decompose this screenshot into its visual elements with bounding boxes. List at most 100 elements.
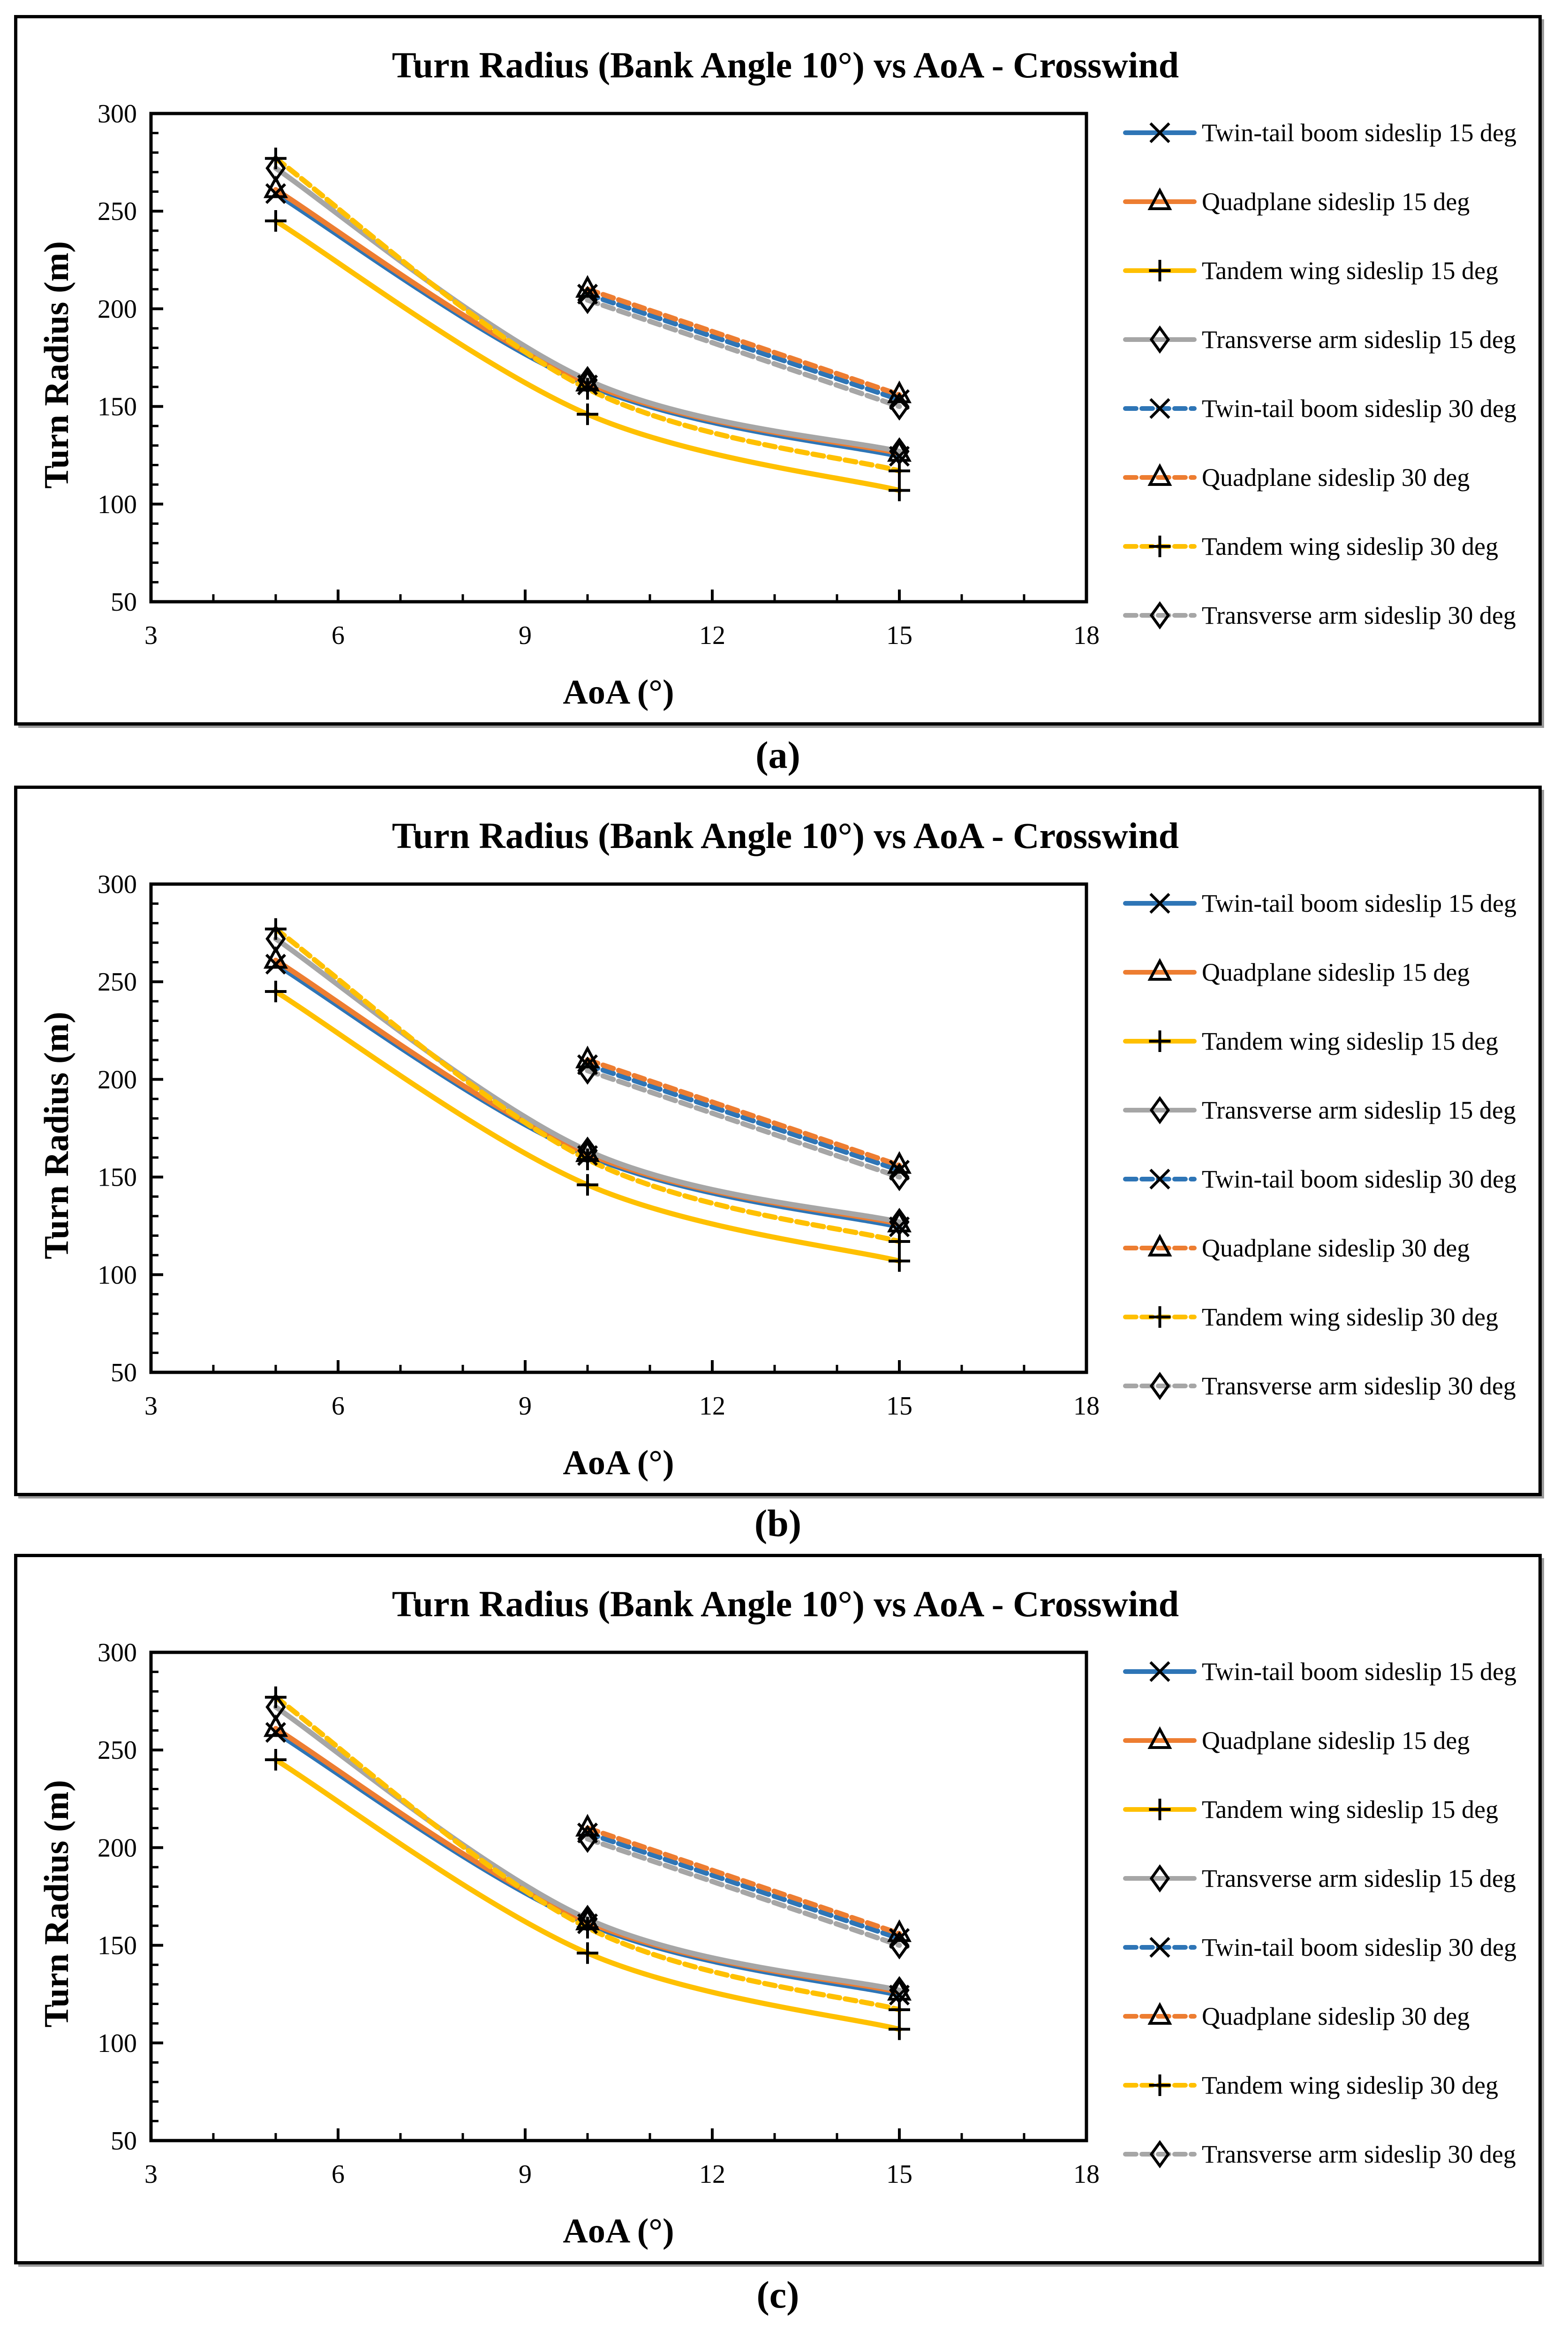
- series-line-2: [273, 989, 902, 1264]
- plus-marker-icon: [889, 460, 910, 482]
- x-marker-icon: [1149, 122, 1170, 144]
- x-axis-title: AoA (°): [563, 2212, 674, 2250]
- y-tick-label: 100: [98, 2029, 137, 2058]
- y-axis-title: Turn Radius (m): [38, 1012, 76, 1259]
- legend-label: Twin-tail boom sideslip 15 deg: [1202, 119, 1516, 147]
- legend-label: Twin-tail boom sideslip 30 deg: [1202, 1165, 1516, 1193]
- diamond-marker-icon: [265, 1693, 286, 1721]
- x-tick-label: 15: [886, 1392, 912, 1421]
- triangle-marker-icon: [263, 1714, 288, 1737]
- y-tick-label: 100: [98, 490, 137, 519]
- plus-marker-icon: [1149, 1030, 1171, 1052]
- x-tick-label: 18: [1073, 1392, 1100, 1421]
- triangle-marker-icon: [1147, 2002, 1172, 2025]
- triangle-marker-icon: [1147, 958, 1172, 981]
- x-marker-icon: [1149, 893, 1170, 914]
- plus-marker-icon: [1149, 1799, 1171, 1820]
- y-tick-label: 50: [111, 1358, 137, 1387]
- legend-label: Tandem wing sideslip 30 deg: [1202, 532, 1498, 560]
- x-tick-label: 3: [144, 2160, 158, 2189]
- x-tick-label: 12: [699, 2160, 725, 2189]
- legend-label: Transverse arm sideslip 15 deg: [1202, 325, 1516, 354]
- legend-label: Twin-tail boom sideslip 30 deg: [1202, 394, 1516, 423]
- x-tick-label: 3: [144, 621, 158, 650]
- plus-marker-icon: [577, 1174, 598, 1196]
- x-marker-icon: [1149, 1168, 1170, 1190]
- plus-marker-icon: [1149, 2074, 1171, 2096]
- y-tick-label: 250: [98, 197, 137, 226]
- x-axis-title: AoA (°): [563, 1444, 674, 1482]
- plus-marker-icon: [265, 1686, 286, 1708]
- legend-label: Quadplane sideslip 30 deg: [1202, 463, 1470, 492]
- plus-marker-icon: [889, 1250, 910, 1272]
- x-tick-label: 9: [519, 2160, 532, 2189]
- panel-border: [14, 15, 1542, 726]
- diamond-marker-icon: [1149, 1864, 1170, 1893]
- y-tick-label: 200: [98, 1065, 137, 1094]
- y-tick-label: 150: [98, 393, 137, 422]
- y-axis-title: Turn Radius (m): [38, 241, 76, 489]
- x-tick-label: 9: [519, 1392, 532, 1421]
- triangle-marker-icon: [887, 1151, 912, 1174]
- legend-label: Tandem wing sideslip 30 deg: [1202, 2071, 1498, 2099]
- plus-marker-icon: [265, 210, 286, 232]
- x-tick-label: 18: [1073, 621, 1100, 650]
- plus-marker-icon: [1149, 1306, 1171, 1328]
- diamond-marker-icon: [1149, 601, 1170, 630]
- x-tick-label: 12: [699, 621, 725, 650]
- diamond-marker-icon: [265, 924, 286, 953]
- triangle-marker-icon: [575, 275, 600, 298]
- x-marker-icon: [1149, 398, 1170, 419]
- plus-marker-icon: [1149, 260, 1171, 281]
- panel-border: [14, 786, 1542, 1496]
- x-tick-label: 6: [332, 2160, 345, 2189]
- diamond-marker-icon: [1149, 1096, 1170, 1125]
- y-tick-label: 300: [98, 99, 137, 129]
- legend-label: Quadplane sideslip 15 deg: [1202, 1726, 1470, 1755]
- series-line-7: [585, 1836, 902, 1948]
- x-tick-label: 18: [1073, 2160, 1100, 2189]
- triangle-marker-icon: [1147, 1726, 1172, 1749]
- legend-label: Quadplane sideslip 30 deg: [1202, 2002, 1470, 2030]
- legend-label: Tandem wing sideslip 30 deg: [1202, 1303, 1498, 1331]
- legend-label: Transverse arm sideslip 30 deg: [1202, 2140, 1516, 2168]
- plus-marker-icon: [889, 479, 910, 501]
- triangle-marker-icon: [1147, 463, 1172, 486]
- triangle-marker-icon: [263, 175, 288, 198]
- diamond-marker-icon: [1149, 1371, 1170, 1400]
- y-tick-label: 250: [98, 968, 137, 997]
- series-line-5: [585, 1057, 902, 1168]
- caption-b: (b): [754, 1502, 802, 1544]
- diamond-marker-icon: [577, 1824, 598, 1853]
- caption-c: (c): [756, 2273, 799, 2316]
- plus-marker-icon: [577, 403, 598, 425]
- legend-label: Transverse arm sideslip 30 deg: [1202, 1372, 1516, 1400]
- y-tick-label: 50: [111, 588, 137, 617]
- triangle-marker-icon: [887, 1919, 912, 1942]
- y-tick-label: 100: [98, 1261, 137, 1290]
- y-tick-label: 250: [98, 1736, 137, 1765]
- caption-a: (a): [755, 734, 800, 776]
- plot-frame: [149, 882, 1088, 1374]
- legend-label: Tandem wing sideslip 15 deg: [1202, 1027, 1498, 1055]
- plus-marker-icon: [577, 1942, 598, 1964]
- chart-svg-b: 50 100 150 200 250 300 3 6 9 12 15 18 Twin-tail boom…: [14, 786, 1542, 1496]
- panel-border: [14, 1554, 1542, 2264]
- x-tick-label: 15: [886, 621, 912, 650]
- chart-title: Turn Radius (Bank Angle 10°) vs AoA - Cr…: [392, 1583, 1179, 1624]
- diamond-marker-icon: [889, 1931, 910, 1960]
- y-tick-label: 300: [98, 870, 137, 899]
- plus-marker-icon: [265, 981, 286, 1003]
- diamond-marker-icon: [265, 154, 286, 182]
- plot-frame: [149, 112, 1088, 604]
- series-line-7: [585, 1068, 902, 1180]
- x-axis-title: AoA (°): [563, 673, 674, 711]
- legend-label: Quadplane sideslip 30 deg: [1202, 1234, 1470, 1262]
- legend-label: Twin-tail boom sideslip 30 deg: [1202, 1933, 1516, 1961]
- x-tick-label: 12: [699, 1392, 725, 1421]
- legend-label: Quadplane sideslip 15 deg: [1202, 958, 1470, 986]
- y-tick-label: 50: [111, 2127, 137, 2156]
- series-line-2: [273, 218, 902, 493]
- legend-label: Transverse arm sideslip 15 deg: [1202, 1864, 1516, 1892]
- plot-frame: [149, 1650, 1088, 2142]
